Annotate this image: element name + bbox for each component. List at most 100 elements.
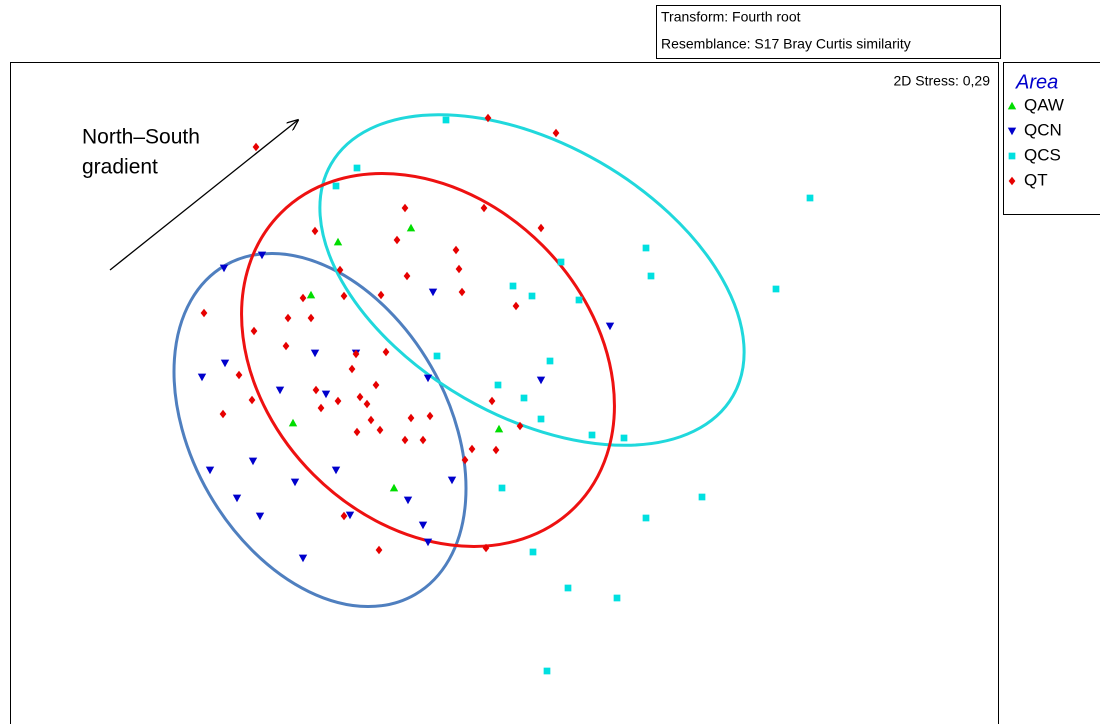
point [537,223,545,233]
group-ellipse [318,113,746,447]
legend-label: QCS [1024,145,1061,164]
point [334,396,342,406]
point [250,326,258,336]
point [321,390,331,399]
point [488,396,496,406]
point [426,411,434,421]
point [642,514,650,522]
point [376,425,384,435]
point [423,538,433,547]
point [275,386,285,395]
legend-box [1003,62,1100,215]
point [492,445,500,455]
point [393,235,401,245]
annotation: gradient [82,156,158,179]
point [529,548,537,556]
point [772,285,780,293]
point [455,264,463,274]
point [447,476,457,485]
point [317,403,325,413]
point [248,395,256,405]
legend-marker [1008,152,1016,160]
point [588,431,596,439]
point [372,380,380,390]
point [557,258,565,266]
point [546,357,554,365]
point [494,424,504,433]
point [345,511,355,520]
point [698,493,706,501]
point [340,511,348,521]
point [353,164,361,172]
point [620,434,628,442]
legend-label: QT [1024,170,1048,189]
point [423,374,433,383]
point [284,313,292,323]
point [403,496,413,505]
point [536,376,546,385]
point [461,455,469,465]
point [332,182,340,190]
group-ellipse [240,172,616,548]
point [220,359,230,368]
point [331,466,341,475]
point [537,415,545,423]
point [307,313,315,323]
point [219,264,229,273]
point [310,349,320,358]
point [219,409,227,419]
point [605,322,615,331]
point [509,282,517,290]
point [200,308,208,318]
point [433,352,441,360]
point [235,370,243,380]
point [520,394,528,402]
point [356,392,364,402]
point [311,226,319,236]
point [401,203,409,213]
point [255,512,265,521]
point [543,667,551,675]
point [298,554,308,563]
point [419,435,427,445]
point [642,244,650,252]
point [442,116,450,124]
point [257,251,267,260]
legend-marker [1007,127,1017,136]
point [375,545,383,555]
plot-area [10,62,999,724]
annotation: North–South [82,126,200,149]
legend-marker [1008,176,1016,186]
point [367,415,375,425]
point [498,484,506,492]
point [575,296,583,304]
point [352,349,360,359]
point [382,347,390,357]
point [282,341,290,351]
legend-label: QAW [1024,95,1064,114]
point [401,435,409,445]
point [428,288,438,297]
point [377,290,385,300]
point [389,483,399,492]
point [516,421,524,431]
legend-marker [1007,101,1017,110]
point [512,301,520,311]
point [418,521,428,530]
point [613,594,621,602]
point [494,381,502,389]
point [312,385,320,395]
point [336,265,344,275]
point [205,466,215,475]
point [306,290,316,299]
point [468,444,476,454]
point [564,584,572,592]
point [406,223,416,232]
header-box [656,5,1001,59]
legend-title: Area [1015,71,1058,93]
point [252,142,260,152]
stress-label: 2D Stress: 0,29 [894,73,991,89]
point [248,457,258,466]
point [353,427,361,437]
point [480,203,488,213]
